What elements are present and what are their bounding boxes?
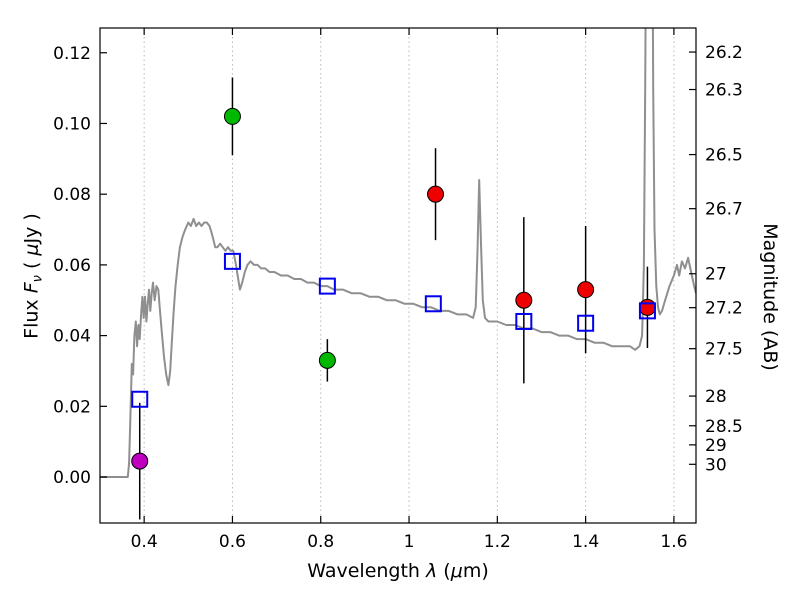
- observed-point: [427, 185, 445, 203]
- x-axis-label-paren: (: [437, 560, 451, 582]
- x-tick-label: 0.4: [131, 532, 158, 552]
- y-tick-label: 0.00: [53, 468, 91, 488]
- magnitude-tick-label: 28.5: [705, 417, 743, 437]
- x-tick-label: 0.8: [307, 532, 334, 552]
- lambda-symbol: λ: [426, 560, 438, 582]
- model-photometry-point: [223, 252, 241, 270]
- model-photometry-point: [577, 314, 595, 332]
- magnitude-tick-label: 26.5: [705, 146, 743, 166]
- observed-point: [515, 291, 533, 309]
- observed-point: [638, 298, 656, 316]
- flux-label-paren: (: [20, 255, 43, 276]
- nu-subscript: ν: [30, 275, 46, 283]
- observed-point: [577, 281, 595, 299]
- x-axis-label: Wavelength λ (μm): [100, 560, 696, 582]
- flux-label-text: Flux: [20, 293, 43, 339]
- flux-label-unit: Jy ): [20, 213, 43, 244]
- x-axis-label-unit: m): [462, 560, 489, 582]
- y-tick-label: 0.08: [53, 185, 91, 205]
- x-tick-label: 1.2: [484, 532, 511, 552]
- y-axis-label-left: Flux Fν ( μJy ): [21, 213, 46, 339]
- x-tick-label: 0.6: [219, 532, 246, 552]
- mu-symbol: μ: [450, 560, 463, 582]
- magnitude-tick-label: 27: [705, 265, 727, 285]
- magnitude-tick-label: 26.2: [705, 43, 743, 63]
- model-spectrum-curve: [100, 28, 696, 478]
- flux-symbol: F: [20, 282, 43, 294]
- model-photometry-point: [638, 302, 656, 320]
- magnitude-tick-label: 30: [705, 455, 727, 475]
- observed-point: [131, 452, 149, 470]
- observed-point: [318, 351, 336, 369]
- x-tick-label: 1: [404, 532, 415, 552]
- plot-border: [99, 27, 697, 524]
- mu-jy-symbol: μ: [20, 243, 43, 256]
- y-tick-label: 0.02: [53, 397, 91, 417]
- magnitude-tick-label: 26.7: [705, 200, 743, 220]
- magnitude-tick-label: 27.5: [705, 340, 743, 360]
- model-photometry-point: [515, 312, 533, 330]
- y-tick-label: 0.04: [53, 327, 91, 347]
- observed-point: [223, 107, 241, 125]
- magnitude-tick-label: 29: [705, 436, 727, 456]
- model-photometry-point: [131, 390, 149, 408]
- magnitude-tick-label: 26.3: [705, 81, 743, 101]
- y-tick-label: 0.12: [53, 44, 91, 64]
- model-photometry-point: [318, 277, 336, 295]
- x-axis-label-text: Wavelength: [307, 560, 427, 582]
- y-tick-label: 0.10: [53, 114, 91, 134]
- y-axis-label-right: Magnitude (AB): [759, 223, 781, 371]
- x-tick-label: 1.6: [660, 532, 687, 552]
- magnitude-tick-label: 27.2: [705, 299, 743, 319]
- x-tick-label: 1.4: [572, 532, 599, 552]
- model-photometry-point: [424, 295, 442, 313]
- magnitude-tick-label: 28: [705, 387, 727, 407]
- y-tick-label: 0.06: [53, 256, 91, 276]
